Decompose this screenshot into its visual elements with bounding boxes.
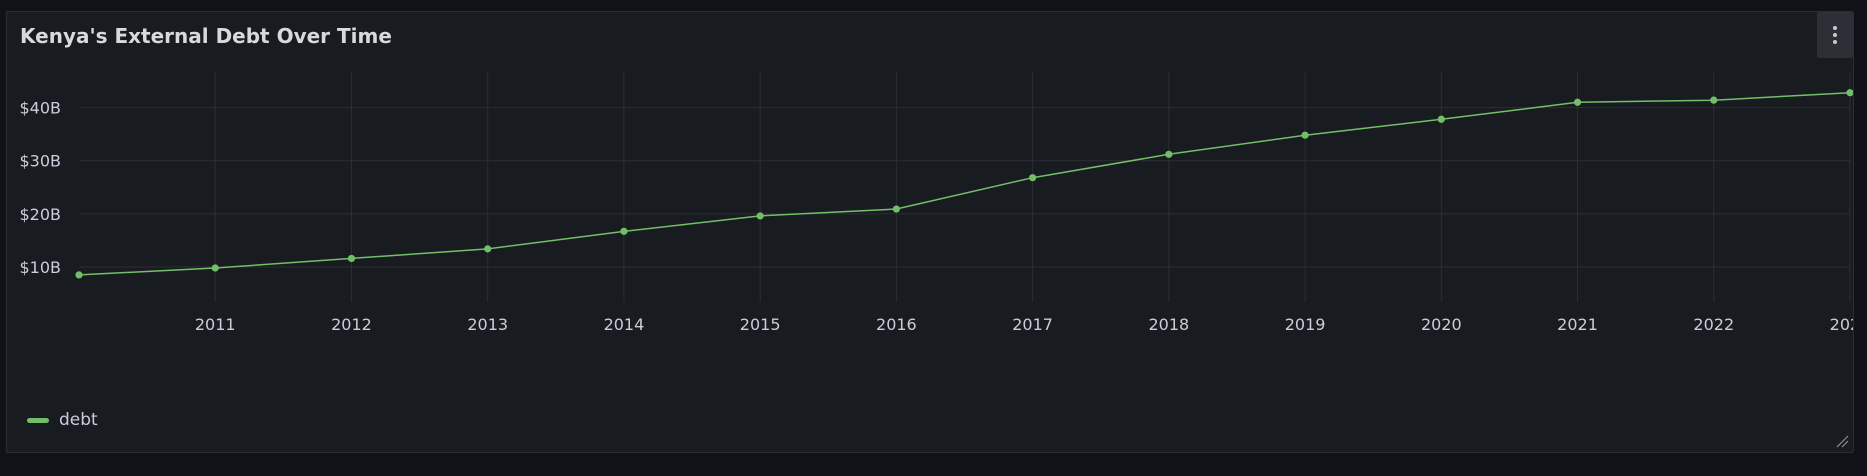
x-tick-label: 2018 [1148,315,1189,334]
data-point [1710,96,1718,104]
resize-corner-icon[interactable] [1835,434,1849,448]
data-point [1846,89,1853,97]
x-tick-label: 2011 [195,315,236,334]
menu-dot [1833,40,1837,44]
data-point [1029,174,1037,182]
legend-swatch [27,417,49,423]
y-tick-label: $10B [19,258,61,277]
y-tick-label: $20B [19,205,61,224]
y-tick-label: $30B [19,152,61,171]
panel-title: Kenya's External Debt Over Time [20,24,392,48]
x-tick-label: 2020 [1421,315,1462,334]
line-chart: $10B $20B $30B $40B 2011 2012 2013 2014 2015 2016… [19,72,1853,334]
legend-label: debt [59,410,98,430]
x-tick-label: 2013 [467,315,508,334]
data-point [1437,115,1445,123]
data-point [1165,150,1173,158]
x-tick-label: 2014 [604,315,645,334]
x-tick-label: 2019 [1285,315,1326,334]
data-point [620,227,628,235]
data-point [1573,98,1582,106]
data-point [892,205,900,213]
legend-item-debt[interactable]: debt [27,410,98,430]
more-vertical-icon[interactable] [1817,12,1853,58]
x-tick-label: 2021 [1557,315,1598,334]
x-tick-label: 2012 [331,315,372,334]
data-point [756,212,764,220]
x-tick-label: 2023 [1830,315,1853,334]
data-point [347,254,356,263]
menu-dot [1833,33,1837,37]
chart-panel: Kenya's External Debt Over Time $10B $20B… [6,11,1854,453]
data-point [211,264,219,272]
series-line-debt [78,91,1851,276]
y-tick-label: $40B [19,99,61,118]
x-tick-label: 2022 [1693,315,1734,334]
data-point [1301,131,1309,139]
data-point [75,271,83,279]
x-tick-label: 2016 [876,315,917,334]
x-tick-label: 2015 [740,315,781,334]
x-tick-label: 2017 [1012,315,1053,334]
data-point [484,245,492,253]
menu-dot [1833,26,1837,30]
